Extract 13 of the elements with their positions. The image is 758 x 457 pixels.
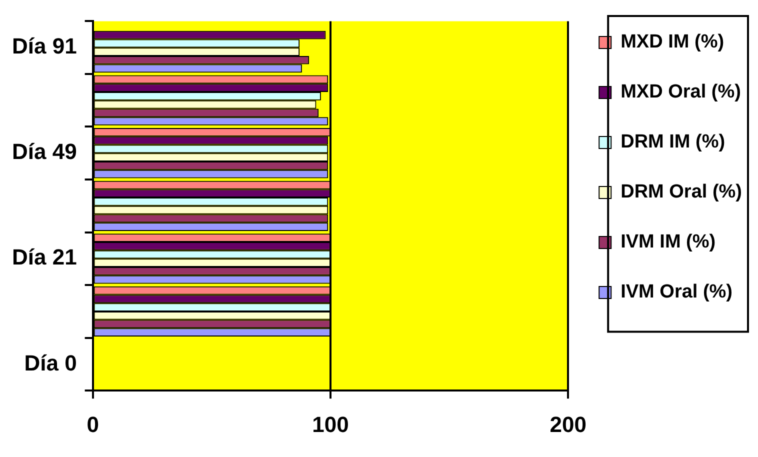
- x-tick-label: 100: [312, 412, 349, 437]
- x-tick-label: 0: [86, 412, 99, 437]
- y-tick-label: Día 91: [12, 34, 77, 59]
- legend-label: IVM IM (%): [620, 232, 716, 253]
- legend-label: DRM Oral (%): [620, 182, 742, 203]
- x-tick-label: 200: [550, 412, 586, 437]
- legend-label: MXD Oral (%): [620, 82, 741, 103]
- y-tick-label: Día 49: [12, 139, 77, 164]
- legend-label: MXD IM (%): [620, 32, 724, 53]
- legend-label: IVM Oral (%): [620, 282, 733, 303]
- y-tick-label: Día 21: [12, 244, 77, 270]
- y-tick-label: Día 0: [24, 350, 77, 376]
- legend-label: DRM IM (%): [620, 132, 726, 153]
